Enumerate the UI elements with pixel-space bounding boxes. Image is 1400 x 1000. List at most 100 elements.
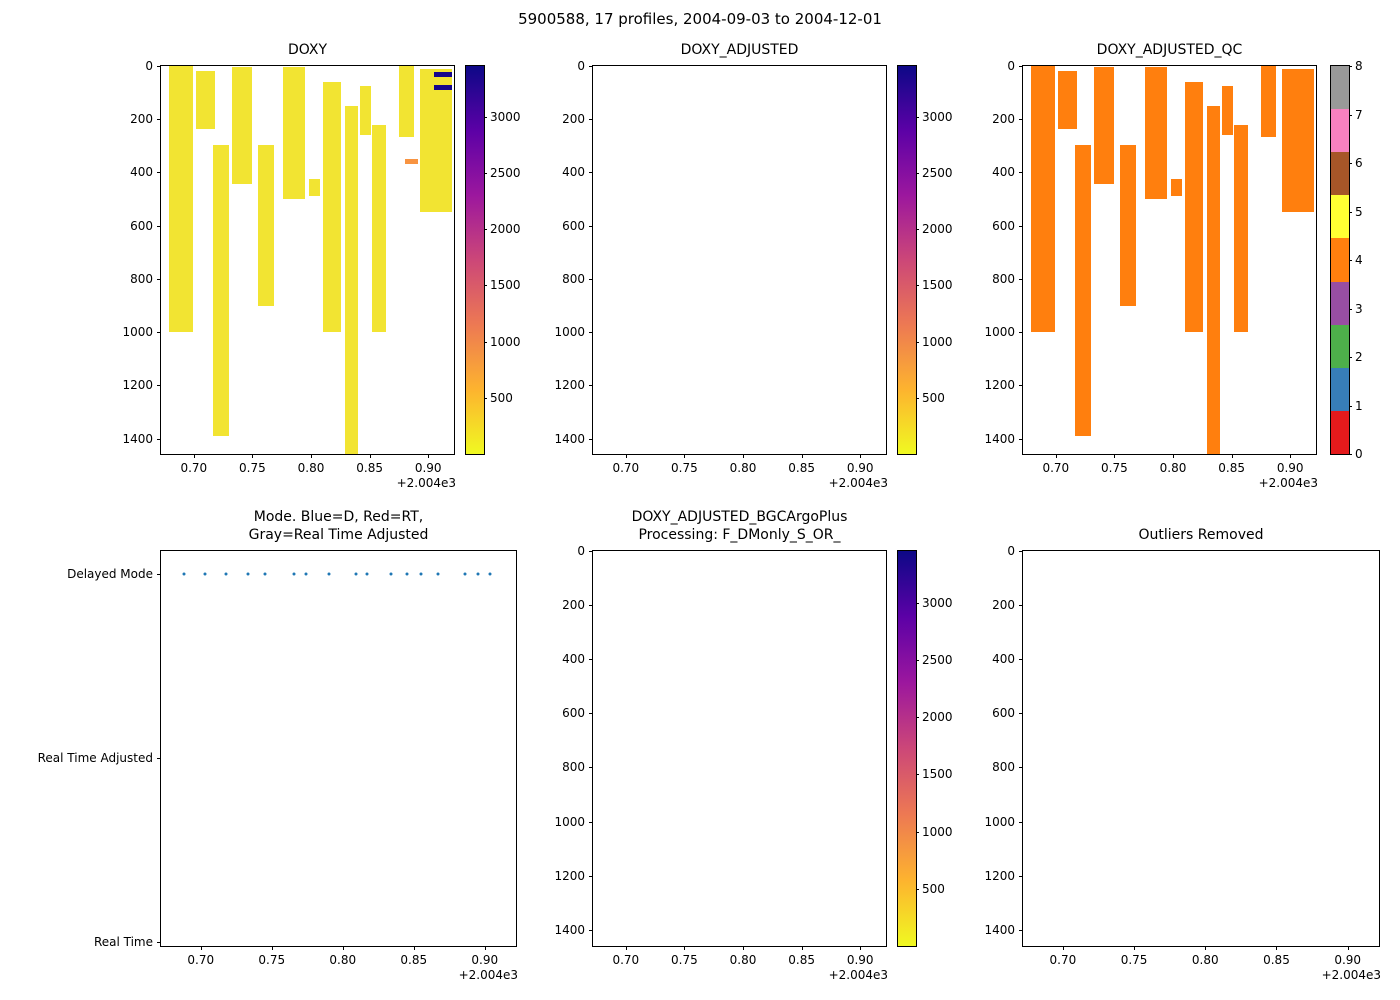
y-tick xyxy=(1019,605,1023,607)
plot-canvas xyxy=(161,66,454,454)
doxy-plot-title: DOXY xyxy=(287,41,328,58)
profile-bar xyxy=(1207,105,1220,454)
colorbar-tick xyxy=(1349,163,1352,164)
mode-point xyxy=(389,572,393,576)
x-tick-label: 0.70 xyxy=(187,953,215,967)
y-tick-label: 600 xyxy=(992,706,1015,721)
profile-bar xyxy=(258,144,274,306)
y-tick xyxy=(1019,875,1023,877)
x-tick-label: 0.85 xyxy=(1263,953,1290,967)
y-tick-label: 1200 xyxy=(984,868,1015,883)
y-tick xyxy=(589,385,593,387)
doxy-adjusted-colorbar: 500 1000 1500 2000 2500 3000 xyxy=(897,65,953,455)
x-tick-label: 0.75 xyxy=(671,461,698,475)
x-tick-label: 0.80 xyxy=(729,953,757,967)
profile-bar xyxy=(1170,179,1183,197)
colorbar-tick-label: 5 xyxy=(1355,204,1363,219)
colorbar-tick xyxy=(1349,357,1352,358)
y-tick-label: 600 xyxy=(562,706,585,721)
y-tick-label: 800 xyxy=(992,271,1015,286)
doxy-adjusted-qc-plot-title: DOXY_ADJUSTED_QC xyxy=(1096,41,1243,58)
y-tick-label: 1200 xyxy=(984,378,1015,393)
colorbar-tick xyxy=(484,397,487,399)
y-tick-label: 400 xyxy=(992,165,1015,180)
colorbar-tick-label: 3000 xyxy=(922,109,953,124)
x-axis-offset-label: +2.004e3 xyxy=(396,476,456,490)
plot-canvas xyxy=(593,551,886,946)
y-tick xyxy=(157,332,161,334)
mode-point xyxy=(354,572,358,576)
colorbar-segment xyxy=(1331,109,1349,153)
y-tick xyxy=(157,438,161,440)
colorbar-tick-label: 2000 xyxy=(922,222,953,237)
y-tick-label: 1200 xyxy=(122,378,153,393)
profile-bar xyxy=(1120,144,1136,306)
doxy-adjusted-qc-plot: DOXY_ADJUSTED_QC 0.70 0.75 0.80 0.85 0.90 +2.… xyxy=(984,42,1318,490)
bgc-colorbar: 500 1000 1500 2000 2500 3000 xyxy=(897,550,953,947)
y-tick xyxy=(157,385,161,387)
colorbar-tick-label: 6 xyxy=(1355,156,1363,170)
x-tick xyxy=(801,946,803,950)
y-tick-label: 200 xyxy=(130,112,153,127)
x-tick-label: 0.70 xyxy=(612,461,640,475)
colorbar-tick xyxy=(916,602,919,604)
x-tick xyxy=(1205,946,1207,950)
y-tick-label: 1000 xyxy=(554,814,585,829)
x-tick-label: 0.85 xyxy=(356,461,383,475)
figure-title: 5900588, 17 profiles, 2004-09-03 to 2004… xyxy=(518,10,882,28)
x-tick xyxy=(801,454,803,458)
y-tick-label: 400 xyxy=(562,165,585,180)
y-tick-label: 1000 xyxy=(984,814,1015,829)
x-tick-label: 0.85 xyxy=(1218,461,1245,475)
plot-canvas xyxy=(593,66,886,454)
profile-bar xyxy=(1184,81,1204,333)
mode-point xyxy=(463,572,467,576)
colorbar-tick xyxy=(1349,405,1352,407)
colorbar-tick xyxy=(484,229,487,231)
colorbar-tick xyxy=(916,285,919,287)
profile-bar xyxy=(345,105,358,454)
y-tick xyxy=(1019,713,1023,715)
doxy-adjusted-plot: DOXY_ADJUSTED 0.70 0.75 0.80 0.85 0.90 +2.004… xyxy=(554,42,888,490)
colorbar-tick-label: 1500 xyxy=(922,767,953,782)
y-tick xyxy=(1019,172,1023,174)
x-tick xyxy=(271,946,273,950)
colorbar-tick-label: 7 xyxy=(1355,107,1363,122)
x-tick xyxy=(1347,946,1349,950)
outliers-removed-plot: Outliers Removed 0.70 0.75 0.80 0.85 0.90 +2.… xyxy=(984,527,1381,982)
x-tick xyxy=(1231,454,1233,458)
y-tick-label: 1400 xyxy=(984,431,1015,446)
profile-bar xyxy=(322,81,342,333)
profile-bar xyxy=(1094,67,1115,185)
x-tick xyxy=(1062,946,1064,950)
colorbar-tick xyxy=(916,831,919,833)
colorbar-tick-label: 2500 xyxy=(922,165,953,180)
y-tick-label: 600 xyxy=(130,218,153,233)
x-tick-label: 0.90 xyxy=(846,461,874,475)
x-tick-label: 0.70 xyxy=(1042,461,1070,475)
profile-bar xyxy=(1260,66,1277,137)
x-tick-label: 0.75 xyxy=(671,953,698,967)
y-tick xyxy=(589,767,593,769)
mode-plot-title: Mode. Blue=D, Red=RT, Gray=Real Time Adj… xyxy=(248,508,429,543)
colorbar-tick xyxy=(916,229,919,231)
profile-bar xyxy=(434,71,452,78)
mode-point xyxy=(327,572,331,576)
y-tick-label: 400 xyxy=(130,165,153,180)
colorbar-tick xyxy=(916,888,919,890)
mode-point xyxy=(488,572,492,576)
y-tick-label: 600 xyxy=(992,218,1015,233)
x-tick-label: 0.85 xyxy=(788,953,815,967)
x-tick-label: 0.70 xyxy=(1049,953,1077,967)
y-tick xyxy=(589,438,593,440)
colorbar-tick xyxy=(916,116,919,118)
y-tick xyxy=(157,942,161,944)
outliers-removed-plot-title: Outliers Removed xyxy=(1138,526,1264,543)
colorbar-tick xyxy=(916,341,919,343)
mode-point xyxy=(246,572,250,576)
x-tick-label: 0.80 xyxy=(329,953,357,967)
colorbar-tick-label: 3000 xyxy=(922,595,953,610)
profile-bar xyxy=(359,85,371,136)
y-tick xyxy=(157,278,161,280)
